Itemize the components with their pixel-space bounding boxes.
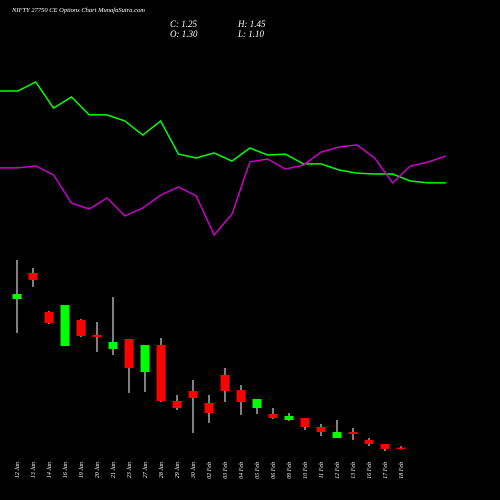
candle-body	[188, 390, 198, 398]
x-tick-label: 21 Jan	[111, 462, 117, 478]
candle-body	[60, 304, 70, 347]
candle-body	[124, 338, 134, 368]
x-tick-label: 09 Feb	[287, 462, 293, 479]
candle-body	[300, 418, 310, 427]
stat-close: C: 1.25	[170, 19, 198, 29]
x-tick-label: 23 Jan	[127, 462, 133, 478]
x-tick-label: 14 Jan	[46, 462, 53, 478]
x-tick-label: 18 Feb	[399, 462, 405, 479]
candle-body	[156, 344, 166, 402]
chart-title: NIFTY 27750 CE Options Chart MunafaSutra…	[11, 7, 145, 14]
x-tick-label: 16 Jan	[63, 462, 69, 478]
x-tick-label: 05 Feb	[255, 462, 261, 479]
stat-open: O: 1.30	[170, 29, 198, 39]
stat-low: L: 1.10	[237, 29, 265, 39]
x-tick-label: 16 Feb	[367, 462, 373, 479]
x-tick-label: 19 Jan	[79, 462, 85, 478]
x-tick-label: 17 Feb	[383, 462, 389, 479]
candle-body	[268, 413, 278, 418]
candle-body	[252, 399, 262, 408]
x-tick-label: 03 Feb	[223, 462, 229, 479]
candle-body	[396, 447, 406, 450]
candle-body	[12, 294, 22, 299]
x-tick-label: 20 Jan	[95, 462, 101, 478]
candle-body	[92, 334, 102, 337]
candle-body	[284, 415, 294, 421]
x-tick-label: 13 Jan	[31, 462, 37, 478]
stat-high: H: 1.45	[237, 19, 266, 29]
candle-body	[140, 344, 150, 372]
candle-body	[380, 443, 390, 450]
candle-body	[172, 401, 182, 408]
x-tick-label: 02 Feb	[207, 462, 213, 479]
x-tick-label: 10 Feb	[303, 462, 309, 479]
candle-body	[236, 390, 246, 402]
x-tick-label: 30 Jan	[191, 462, 197, 479]
candle-body	[364, 439, 374, 444]
candle-body	[220, 374, 230, 391]
candle-body	[44, 311, 54, 324]
x-tick-label: 11 Feb	[319, 462, 325, 478]
candle-body	[108, 342, 118, 349]
x-tick-label: 27 Jan	[143, 462, 149, 478]
candle-body	[204, 403, 214, 414]
x-tick-label: 06 Feb	[271, 462, 277, 479]
candle-body	[28, 273, 38, 280]
x-tick-label: 12 Jan	[15, 462, 21, 478]
candle-body	[332, 432, 342, 439]
candle-body	[76, 319, 86, 337]
candle-body	[316, 426, 326, 433]
indicator-line	[0, 81, 446, 184]
candle-body	[348, 432, 358, 435]
x-tick-label: 29 Jan	[175, 462, 181, 478]
x-tick-label: 28 Jan	[159, 462, 165, 478]
x-tick-label: 13 Feb	[351, 462, 357, 479]
x-tick-label: 04 Feb	[238, 462, 245, 479]
indicator-line	[0, 144, 447, 237]
x-tick-label: 12 Feb	[335, 462, 341, 479]
